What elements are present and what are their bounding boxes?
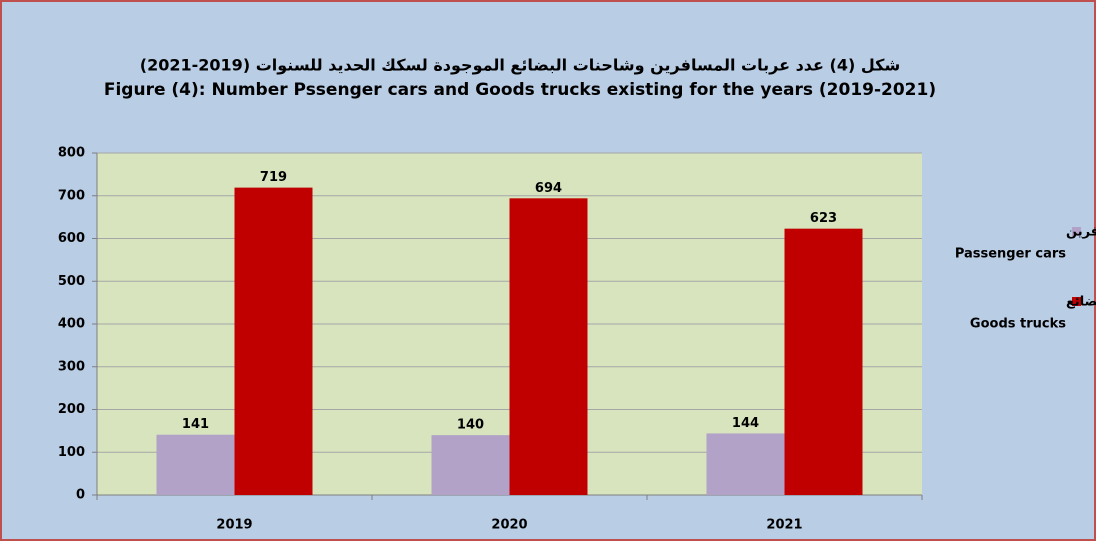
chart-title: شكل (4) عدد عربات المسافرين وشاحنات البض… <box>140 56 900 75</box>
value-label: 623 <box>810 211 837 226</box>
chart-subtitle: Figure (4): Number Pssenger cars and Goo… <box>104 80 936 100</box>
x-tick-label: 2021 <box>766 518 802 533</box>
y-tick-label: 500 <box>58 274 85 289</box>
value-label: 140 <box>457 418 484 433</box>
y-tick-label: 800 <box>58 146 85 161</box>
y-tick-label: 700 <box>58 188 85 203</box>
bar <box>509 198 588 495</box>
y-tick-label: 0 <box>76 488 85 503</box>
bar <box>784 228 863 496</box>
legend-swatch <box>1072 297 1081 306</box>
value-label: 144 <box>732 416 759 431</box>
bar <box>431 435 510 495</box>
value-label: 719 <box>260 170 287 185</box>
legend-label: عربات المسافرين <box>1066 225 1096 240</box>
y-tick-label: 100 <box>58 445 85 460</box>
legend-swatch <box>1072 227 1081 236</box>
legend-label: شاحنات البضائع <box>1066 295 1096 310</box>
bar <box>234 187 313 495</box>
x-tick-label: 2020 <box>491 518 527 533</box>
x-tick-label: 2019 <box>216 518 252 533</box>
y-tick-label: 400 <box>58 317 85 332</box>
value-label: 141 <box>182 417 209 432</box>
y-tick-label: 600 <box>58 231 85 246</box>
y-tick-label: 300 <box>58 359 85 374</box>
bar <box>706 433 785 495</box>
legend-label: Passenger cars <box>955 247 1066 262</box>
value-label: 694 <box>535 181 562 196</box>
legend-label: Goods trucks <box>970 317 1066 332</box>
bar <box>156 434 235 495</box>
y-tick-label: 200 <box>58 402 85 417</box>
